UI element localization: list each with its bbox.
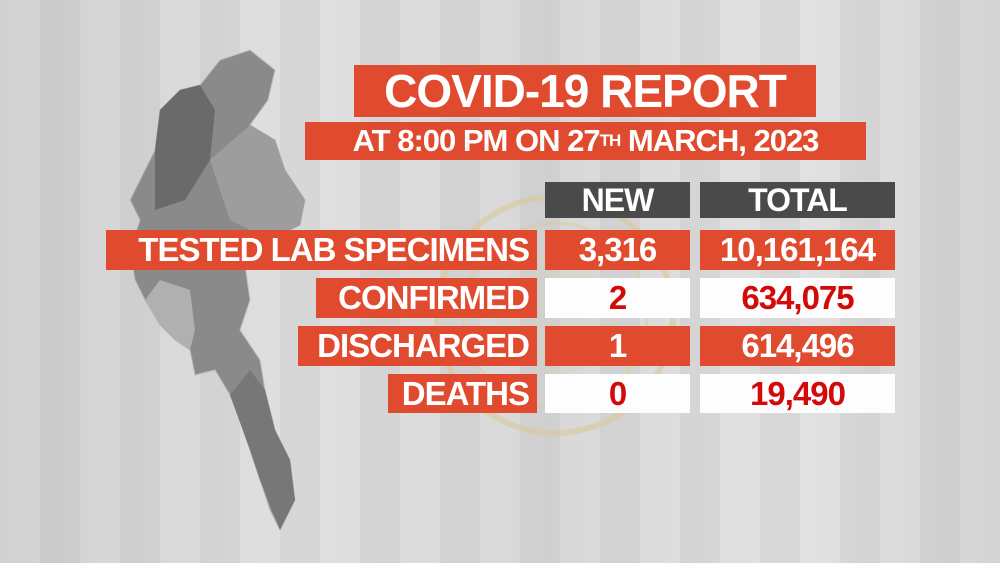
subtitle-date-prefix: AT 8:00 PM ON 27 (352, 123, 601, 158)
header-total: TOTAL (700, 182, 895, 218)
subtitle-ordinal: TH (599, 131, 622, 150)
row-label: TESTED LAB SPECIMENS (106, 230, 537, 270)
row-new-value: 1 (545, 326, 690, 366)
row-new-value: 3,316 (545, 230, 690, 270)
row-new-value: 2 (545, 278, 690, 318)
row-new-value: 0 (545, 374, 690, 413)
row-label: CONFIRMED (316, 278, 537, 318)
report-subtitle: AT 8:00 PM ON 27 TH MARCH, 2023 (305, 122, 866, 160)
report-title: COVID-19 REPORT (354, 65, 816, 117)
row-total-value: 634,075 (700, 278, 895, 318)
row-total-value: 10,161,164 (700, 230, 895, 270)
row-label: DISCHARGED (298, 326, 537, 366)
subtitle-date-suffix: MARCH, 2023 (620, 123, 820, 158)
row-total-value: 614,496 (700, 326, 895, 366)
header-new: NEW (545, 182, 690, 218)
row-label: DEATHS (388, 374, 537, 413)
row-total-value: 19,490 (700, 374, 895, 413)
myanmar-map (129, 49, 306, 532)
